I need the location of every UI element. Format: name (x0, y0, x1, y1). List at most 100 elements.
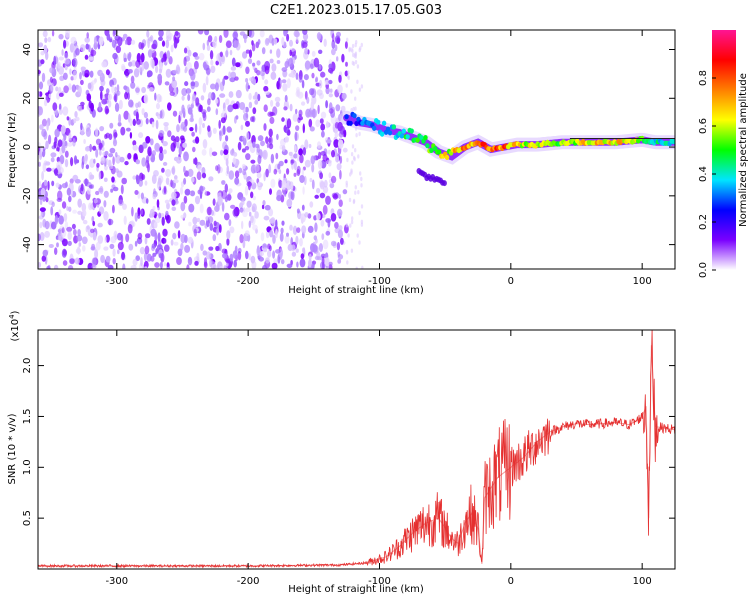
noise-blob (214, 205, 220, 212)
noise-blob (40, 51, 45, 56)
noise-blob (154, 217, 161, 224)
noise-blob (309, 177, 313, 183)
noise-blob (331, 33, 335, 42)
noise-blob (206, 44, 211, 52)
noise-blob (147, 49, 153, 58)
noise-blob (70, 36, 77, 45)
noise-blob (263, 123, 267, 131)
noise-blob (344, 41, 348, 49)
noise-blob (191, 131, 195, 137)
noise-blob (357, 154, 360, 159)
noise-blob (130, 81, 136, 89)
noise-blob (173, 40, 178, 49)
noise-blob (140, 257, 143, 267)
noise-blob (40, 212, 43, 218)
noise-blob (142, 141, 148, 149)
noise-blob (334, 132, 339, 138)
noise-blob (321, 130, 325, 138)
noise-blob (130, 265, 137, 269)
noise-blob (302, 41, 308, 49)
noise-blob (337, 208, 343, 217)
noise-blob (239, 207, 244, 213)
noise-blob (267, 111, 274, 117)
noise-blob (320, 219, 325, 227)
noise-blob (349, 223, 352, 228)
noise-blob (124, 161, 129, 166)
noise-blob (86, 187, 92, 195)
noise-blob (163, 262, 167, 267)
colorbar-tick-label: 0.4 (698, 166, 709, 182)
noise-blob (51, 180, 55, 187)
noise-blob (185, 88, 192, 94)
noise-blob (202, 139, 208, 149)
noise-blob (157, 232, 161, 242)
noise-blob (73, 155, 78, 165)
noise-blob (221, 248, 227, 254)
noise-blob (281, 220, 285, 226)
noise-blob (299, 154, 304, 164)
noise-blob (83, 155, 88, 165)
noise-blob (163, 238, 167, 244)
noise-blob (338, 199, 343, 207)
noise-blob (91, 216, 95, 222)
noise-blob (171, 199, 176, 206)
noise-blob (174, 221, 180, 229)
noise-blob (242, 210, 248, 218)
noise-blob (70, 187, 73, 197)
noise-blob (50, 82, 55, 92)
noise-blob (79, 72, 82, 80)
noise-blob (94, 249, 99, 259)
noise-blob (254, 211, 259, 219)
noise-blob (325, 121, 329, 129)
noise-blob (187, 236, 193, 244)
noise-blob (177, 248, 183, 257)
noise-blob (193, 94, 196, 100)
noise-blob (154, 262, 160, 268)
noise-blob (252, 62, 256, 67)
noise-blob (175, 136, 180, 143)
noise-blob (262, 149, 268, 160)
noise-blob (176, 257, 182, 265)
noise-blob (100, 156, 106, 164)
noise-blob (60, 125, 66, 134)
noise-blob (311, 263, 315, 269)
noise-blob (122, 203, 127, 210)
noise-blob (112, 186, 119, 192)
noise-blob (38, 262, 42, 268)
noise-blob (143, 111, 148, 119)
noise-blob (80, 122, 83, 131)
noise-blob (201, 149, 207, 156)
noise-blob (84, 37, 90, 43)
noise-blob (61, 144, 66, 154)
noise-blob (197, 30, 204, 35)
noise-blob (245, 131, 250, 141)
noise-blob (355, 133, 358, 138)
noise-blob (234, 177, 240, 185)
noise-blob (291, 251, 297, 257)
noise-blob (337, 139, 344, 149)
noise-blob (123, 57, 127, 63)
noise-blob (228, 71, 232, 79)
x-tick-label: 0 (508, 576, 514, 587)
noise-blob (263, 85, 269, 92)
snr-scale-close: ) (10, 310, 21, 314)
noise-blob (276, 189, 283, 199)
noise-blob (151, 174, 157, 185)
trace-point (437, 149, 442, 155)
noise-blob (281, 117, 285, 122)
noise-blob (235, 115, 239, 120)
noise-blob (170, 44, 174, 53)
noise-blob (41, 118, 48, 127)
noise-blob (289, 103, 293, 112)
trace-point (671, 139, 675, 145)
noise-blob (221, 180, 226, 185)
noise-blob (330, 175, 337, 184)
noise-blob (299, 258, 306, 268)
trace-point (348, 120, 353, 126)
noise-blob (260, 232, 265, 242)
noise-blob (62, 249, 67, 256)
noise-blob (360, 183, 363, 188)
noise-blob (270, 217, 276, 226)
noise-blob (245, 78, 249, 83)
noise-blob (47, 180, 50, 191)
